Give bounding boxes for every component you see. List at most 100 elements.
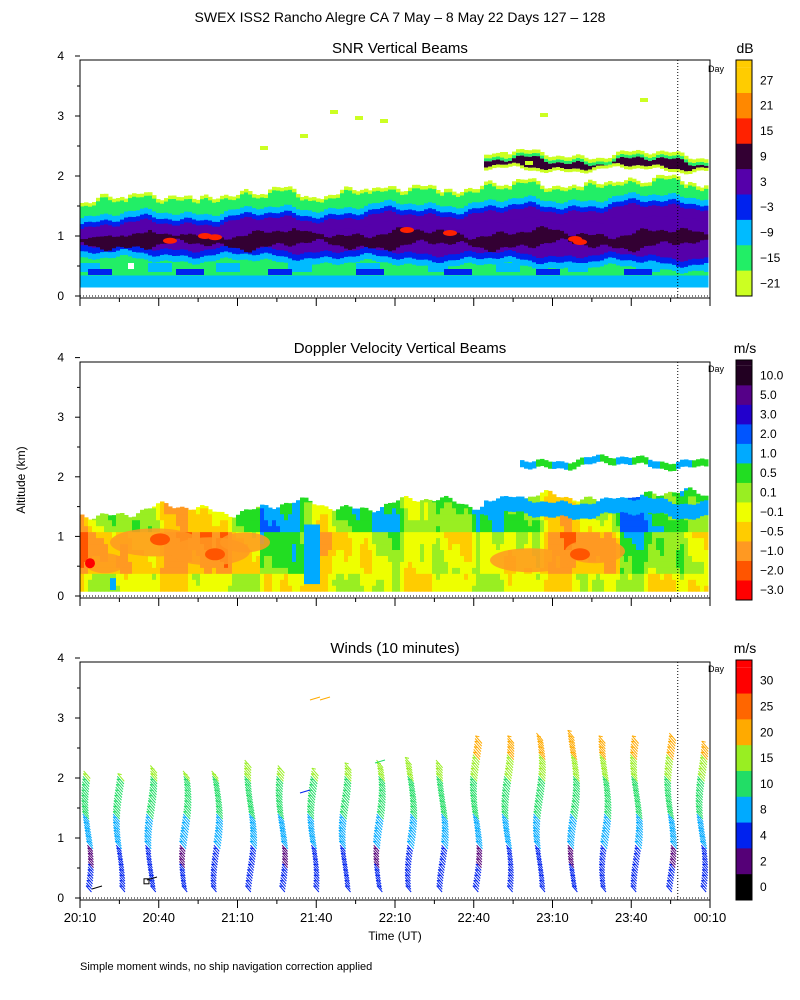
doppler-cell — [376, 525, 381, 533]
snr-cell — [668, 169, 673, 173]
snr-cell — [700, 190, 705, 201]
doppler-cell — [460, 507, 465, 515]
snr-cell — [348, 235, 353, 250]
doppler-cell — [176, 561, 181, 568]
doppler-cell — [704, 543, 709, 551]
snr-cell — [484, 205, 489, 212]
snr-cell — [92, 215, 97, 223]
doppler-cell — [360, 561, 365, 568]
snr-cell — [308, 257, 313, 265]
doppler-cell — [112, 573, 117, 580]
snr-cell — [372, 254, 377, 261]
doppler-cell — [584, 561, 589, 568]
doppler-cell — [628, 531, 633, 539]
doppler-cell — [572, 585, 577, 592]
snr-cell — [576, 269, 581, 276]
snr-cell — [292, 191, 297, 207]
snr-cell — [676, 266, 681, 273]
snr-cell — [224, 275, 229, 288]
doppler-cell — [692, 543, 697, 551]
snr-cell — [688, 184, 693, 198]
doppler-cell — [464, 525, 469, 533]
doppler-cell — [100, 585, 105, 592]
doppler-cell — [548, 490, 553, 497]
snr-cell — [604, 182, 609, 186]
snr-cell — [560, 230, 565, 239]
snr-cell — [180, 260, 185, 276]
doppler-cell — [684, 488, 689, 491]
doppler-cell — [92, 519, 97, 527]
snr-cell — [348, 275, 353, 288]
doppler-cell — [580, 567, 585, 574]
snr-cell — [392, 264, 397, 276]
doppler-cell — [512, 525, 517, 533]
snr-cell — [540, 226, 545, 244]
wind-barb — [115, 844, 122, 852]
snr-cell — [304, 198, 309, 210]
snr-cell — [168, 218, 173, 225]
snr-cell — [176, 235, 181, 250]
doppler-cell — [340, 549, 345, 556]
doppler-cell — [192, 531, 197, 539]
doppler-cell — [116, 519, 121, 527]
snr-cell — [428, 184, 433, 189]
snr-cell — [352, 250, 357, 257]
doppler-cell — [140, 555, 145, 562]
doppler-cell — [624, 561, 629, 568]
doppler-cell — [552, 525, 557, 533]
doppler-cell — [128, 561, 133, 568]
snr-cell — [564, 160, 569, 164]
doppler-cell — [112, 531, 117, 539]
doppler-cell — [600, 454, 605, 462]
wind-barb — [150, 885, 157, 893]
doppler-cell — [324, 549, 329, 556]
snr-cell — [552, 186, 557, 190]
doppler-cell — [660, 531, 665, 539]
snr-cell — [152, 256, 157, 263]
doppler-cell — [328, 585, 333, 592]
snr-cell — [380, 261, 385, 276]
snr-cell — [152, 216, 157, 223]
doppler-cell — [320, 537, 325, 545]
doppler-cell — [596, 561, 601, 568]
snr-cell — [156, 226, 161, 245]
doppler-cell — [544, 460, 549, 468]
colorbar-label: −9 — [760, 226, 774, 240]
snr-cell — [592, 158, 597, 163]
snr-cell — [492, 258, 497, 265]
wind-barb — [179, 835, 188, 844]
snr-cell — [456, 213, 461, 220]
doppler-cell — [192, 513, 197, 521]
doppler-cell — [432, 537, 437, 545]
snr-cell — [496, 200, 501, 208]
snr-cell — [248, 211, 253, 218]
snr-cell — [696, 275, 701, 288]
doppler-cell — [592, 561, 597, 568]
snr-cell — [192, 201, 197, 214]
snr-cell — [592, 266, 597, 276]
snr-cell — [356, 191, 361, 195]
doppler-cell — [512, 573, 517, 580]
doppler-cell — [128, 579, 133, 586]
colorbar-label: 1.0 — [760, 447, 777, 461]
wind-barb — [184, 797, 192, 806]
wind-barb — [148, 871, 155, 879]
wind-barb — [210, 874, 217, 882]
doppler-cell — [200, 573, 205, 580]
snr-cell — [632, 191, 637, 199]
doppler-cell — [372, 555, 377, 562]
snr-cell — [356, 233, 361, 247]
snr-cell — [448, 259, 453, 267]
snr-cell — [428, 212, 433, 224]
doppler-cell — [528, 519, 533, 527]
snr-cell — [128, 249, 133, 257]
colorbar-swatch — [736, 424, 752, 445]
doppler-cell — [704, 525, 709, 533]
doppler-cell — [644, 531, 649, 539]
snr-cell — [276, 187, 281, 191]
snr-cell — [692, 231, 697, 244]
snr-cell — [160, 275, 165, 288]
doppler-cell — [108, 531, 113, 539]
doppler-cell — [648, 537, 653, 545]
snr-cell — [196, 235, 201, 253]
